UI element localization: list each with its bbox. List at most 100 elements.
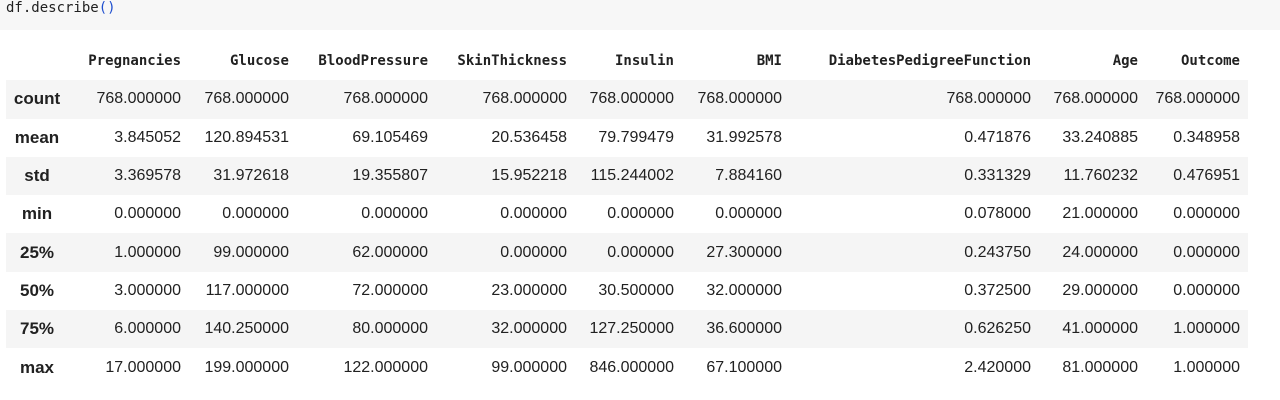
row-label: std (24, 166, 50, 186)
table-cell: 0.000000 (1173, 205, 1240, 223)
table-cell: 0.471876 (964, 128, 1031, 146)
table-cell: 768.000000 (1155, 90, 1240, 108)
row-label: count (13, 89, 61, 109)
table-cell: 0.000000 (500, 243, 567, 261)
table-cell: 31.992578 (706, 128, 782, 146)
table-cell: 41.000000 (1062, 320, 1138, 338)
table-cell: 24.000000 (1062, 243, 1138, 261)
table-cell: 11.760232 (1063, 167, 1138, 185)
table-cell: 768.000000 (482, 90, 567, 108)
table-cell: 0.078000 (964, 205, 1031, 223)
table-cell: 0.000000 (607, 205, 674, 223)
table-cell: 0.331329 (964, 167, 1031, 185)
table-row: 75% 6.000000 140.250000 80.000000 32.000000 1… (6, 310, 1248, 349)
table-cell: 67.100000 (706, 358, 782, 376)
table-cell: 36.600000 (706, 320, 782, 338)
code-text: df.describe (6, 0, 99, 16)
table-cell: 768.000000 (1053, 90, 1138, 108)
table-cell: 79.799479 (598, 128, 674, 146)
table-cell: 0.626250 (964, 320, 1031, 338)
table-cell: 32.000000 (706, 281, 782, 299)
header-row: Pregnancies Glucose BloodPressure SkinThick… (6, 42, 1248, 80)
table-cell: 0.000000 (715, 205, 782, 223)
describe-table: Pregnancies Glucose BloodPressure SkinThick… (6, 42, 1248, 387)
table-cell: 3.000000 (114, 281, 181, 299)
table-cell: 846.000000 (589, 358, 674, 376)
table-cell: 32.000000 (491, 320, 567, 338)
table-row: std 3.369578 31.972618 19.355807 15.952218 11… (6, 156, 1248, 196)
table-cell: 31.972618 (213, 167, 289, 185)
table-cell: 0.348958 (1173, 128, 1240, 146)
table-cell: 0.000000 (114, 205, 181, 223)
table-cell: 127.250000 (589, 320, 674, 338)
table-cell: 120.894531 (204, 128, 289, 146)
row-label: 50% (19, 280, 55, 300)
row-label: 75% (19, 319, 55, 339)
table-cell: 3.369578 (114, 167, 181, 185)
table-cell: 768.000000 (204, 90, 289, 108)
table-cell: 27.300000 (706, 243, 782, 261)
table-cell: 3.845052 (114, 128, 181, 146)
table-cell: 0.000000 (1173, 281, 1240, 299)
table-cell: 0.000000 (607, 243, 674, 261)
table-cell: 81.000000 (1062, 358, 1138, 376)
table-cell: 0.476951 (1173, 167, 1240, 185)
table-cell: 199.000000 (204, 358, 289, 376)
table-cell: 0.243750 (964, 243, 1031, 261)
table-cell: 33.240885 (1062, 128, 1138, 146)
column-header: DiabetesPedigreeFunction (828, 53, 1031, 70)
table-cell: 7.884160 (715, 167, 782, 185)
column-header: BMI (756, 53, 782, 70)
row-label: mean (14, 127, 60, 147)
table-cell: 1.000000 (114, 243, 181, 261)
table-cell: 0.000000 (1173, 243, 1240, 261)
table-cell: 768.000000 (946, 90, 1031, 108)
table-cell: 30.500000 (598, 281, 674, 299)
table-row: max 17.000000 199.000000 122.000000 99.00000… (6, 348, 1248, 387)
table-cell: 80.000000 (352, 320, 428, 338)
table-cell: 115.244002 (590, 167, 674, 185)
column-header: Insulin (614, 53, 674, 70)
table-cell: 768.000000 (343, 90, 428, 108)
table-row: mean 3.845052 120.894531 69.105469 20.536458… (6, 118, 1248, 157)
table-cell: 2.420000 (964, 358, 1031, 376)
table-row: min 0.000000 0.000000 0.000000 0.000000 0.000… (6, 195, 1248, 234)
code-parens: () (98, 0, 116, 16)
table-row: count 768.000000 768.000000 768.000000 768.0… (6, 80, 1248, 119)
index-header (6, 42, 68, 80)
table-cell: 768.000000 (697, 90, 782, 108)
table-cell: 99.000000 (491, 358, 567, 376)
row-label: 25% (19, 242, 55, 262)
table-cell: 1.000000 (1173, 358, 1240, 376)
table-cell: 768.000000 (96, 90, 181, 108)
table-cell: 17.000000 (105, 358, 181, 376)
table-row: 50% 3.000000 117.000000 72.000000 23.000000 3… (6, 271, 1248, 311)
code-cell[interactable]: df.describe() (0, 0, 1280, 30)
table-cell: 0.372500 (964, 281, 1031, 299)
table-cell: 140.250000 (204, 320, 289, 338)
table-cell: 0.000000 (500, 205, 567, 223)
table-cell: 72.000000 (352, 281, 428, 299)
table-header: Pregnancies Glucose BloodPressure SkinThick… (6, 42, 1248, 80)
column-header: Pregnancies (88, 53, 181, 70)
table-cell: 122.000000 (343, 358, 428, 376)
column-header: Outcome (1180, 53, 1240, 70)
table-cell: 0.000000 (222, 205, 289, 223)
table-cell: 69.105469 (352, 128, 428, 146)
table-cell: 1.000000 (1173, 320, 1240, 338)
table-cell: 20.536458 (491, 128, 567, 146)
table-row: 25% 1.000000 99.000000 62.000000 0.000000 0.0… (6, 233, 1248, 272)
row-label: max (19, 357, 55, 377)
table-cell: 99.000000 (213, 243, 289, 261)
row-label: min (21, 204, 53, 224)
table-cell: 0.000000 (361, 205, 428, 223)
code-line[interactable]: df.describe() (6, 0, 116, 16)
table-cell: 6.000000 (114, 320, 181, 338)
table-cell: 62.000000 (352, 243, 428, 261)
column-header: BloodPressure (318, 53, 428, 70)
table-body: count 768.000000 768.000000 768.000000 768.0… (6, 80, 1248, 387)
table-cell: 117.000000 (205, 281, 289, 299)
column-header: Glucose (229, 53, 289, 70)
table-cell: 23.000000 (491, 281, 567, 299)
table-cell: 19.355807 (352, 167, 428, 185)
